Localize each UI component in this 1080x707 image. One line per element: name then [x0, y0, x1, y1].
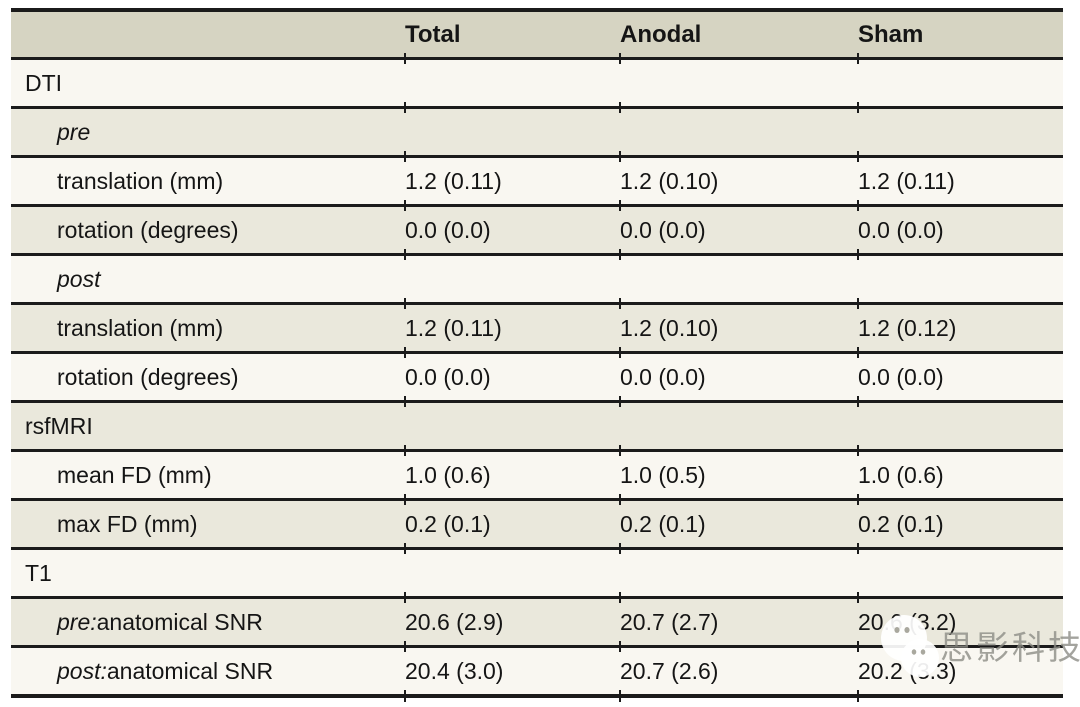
column-header-anodal: Anodal	[620, 20, 702, 48]
column-divider-tick	[404, 690, 406, 702]
row-label: T1	[25, 559, 52, 586]
cell-sham	[857, 543, 1063, 596]
table-subsection-row-post: post	[11, 249, 1063, 302]
table-subsection-row-pre: pre	[11, 102, 1063, 155]
row-label-rest: anatomical SNR	[106, 657, 274, 684]
cell-anodal	[619, 53, 858, 106]
table-section-row-dti: DTI	[11, 53, 1063, 106]
column-header-sham: Sham	[858, 20, 924, 48]
cell-total: 20.6 (2.9)	[404, 592, 620, 645]
row-label: translation (mm)	[57, 167, 224, 194]
cell-total	[404, 396, 620, 449]
table-row: mean FD (mm) 1.0 (0.6) 1.0 (0.5) 1.0 (0.…	[11, 445, 1063, 498]
table-row: max FD (mm) 0.2 (0.1) 0.2 (0.1) 0.2 (0.1…	[11, 494, 1063, 547]
cell-total: 20.4 (3.0)	[404, 641, 620, 694]
cell-anodal: 1.2 (0.10)	[619, 151, 858, 204]
cell-anodal: 20.7 (2.6)	[619, 641, 858, 694]
cell-anodal: 0.0 (0.0)	[619, 347, 858, 400]
cell-sham	[857, 102, 1063, 155]
cell-sham: 0.0 (0.0)	[857, 347, 1063, 400]
cell-total: 1.2 (0.11)	[404, 151, 620, 204]
cell-anodal	[619, 543, 858, 596]
row-label: translation (mm)	[57, 314, 224, 341]
cell-anodal	[619, 102, 858, 155]
cell-sham	[857, 53, 1063, 106]
cell-anodal	[619, 396, 858, 449]
cell-total	[404, 249, 620, 302]
cell-sham: 0.0 (0.0)	[857, 200, 1063, 253]
quality-control-table: Total Anodal Sham DTI pre translation (m…	[11, 8, 1063, 702]
table-row: rotation (degrees) 0.0 (0.0) 0.0 (0.0) 0…	[11, 347, 1063, 400]
cell-sham: 20.6 (3.2)	[857, 592, 1063, 645]
column-divider-tick	[619, 690, 621, 702]
cell-total	[404, 543, 620, 596]
column-divider-tick	[857, 690, 859, 702]
cell-total: 0.0 (0.0)	[404, 347, 620, 400]
column-header-empty	[11, 12, 405, 57]
row-label: post	[57, 265, 101, 292]
cell-anodal: 1.2 (0.10)	[619, 298, 858, 351]
cell-total	[404, 102, 620, 155]
cell-anodal: 0.0 (0.0)	[619, 200, 858, 253]
row-label-em: pre:	[57, 608, 97, 635]
row-label: rsfMRI	[25, 412, 93, 439]
row-label: pre	[57, 118, 91, 145]
table-section-row-t1: T1	[11, 543, 1063, 596]
row-label: rotation (degrees)	[57, 216, 239, 243]
cell-sham: 20.2 (3.3)	[857, 641, 1063, 694]
column-header-total: Total	[405, 20, 461, 48]
cell-sham: 1.2 (0.11)	[857, 151, 1063, 204]
table-row: translation (mm) 1.2 (0.11) 1.2 (0.10) 1…	[11, 298, 1063, 351]
row-label: post: anatomical SNR	[11, 648, 405, 694]
table-row: translation (mm) 1.2 (0.11) 1.2 (0.10) 1…	[11, 151, 1063, 204]
table-row: post: anatomical SNR 20.4 (3.0) 20.7 (2.…	[11, 641, 1063, 694]
cell-total: 0.0 (0.0)	[404, 200, 620, 253]
table-row: pre: anatomical SNR 20.6 (2.9) 20.7 (2.7…	[11, 592, 1063, 645]
cell-anodal: 1.0 (0.5)	[619, 445, 858, 498]
row-label-rest: anatomical SNR	[96, 608, 263, 635]
cell-total: 1.2 (0.11)	[404, 298, 620, 351]
table-section-row-rsfmri: rsfMRI	[11, 396, 1063, 449]
row-label: pre: anatomical SNR	[11, 599, 405, 645]
cell-sham	[857, 249, 1063, 302]
row-label: max FD (mm)	[57, 510, 198, 537]
table-row: rotation (degrees) 0.0 (0.0) 0.0 (0.0) 0…	[11, 200, 1063, 253]
cell-sham	[857, 396, 1063, 449]
row-label: DTI	[25, 69, 63, 96]
cell-sham: 1.2 (0.12)	[857, 298, 1063, 351]
cell-anodal	[619, 249, 858, 302]
row-label-em: post:	[57, 657, 107, 684]
cell-sham: 1.0 (0.6)	[857, 445, 1063, 498]
row-label: mean FD (mm)	[57, 461, 212, 488]
table-header-row: Total Anodal Sham	[11, 12, 1063, 57]
cell-anodal: 0.2 (0.1)	[619, 494, 858, 547]
cell-total: 1.0 (0.6)	[404, 445, 620, 498]
cell-total: 0.2 (0.1)	[404, 494, 620, 547]
cell-sham: 0.2 (0.1)	[857, 494, 1063, 547]
row-label: rotation (degrees)	[57, 363, 239, 390]
cell-anodal: 20.7 (2.7)	[619, 592, 858, 645]
cell-total	[404, 53, 620, 106]
